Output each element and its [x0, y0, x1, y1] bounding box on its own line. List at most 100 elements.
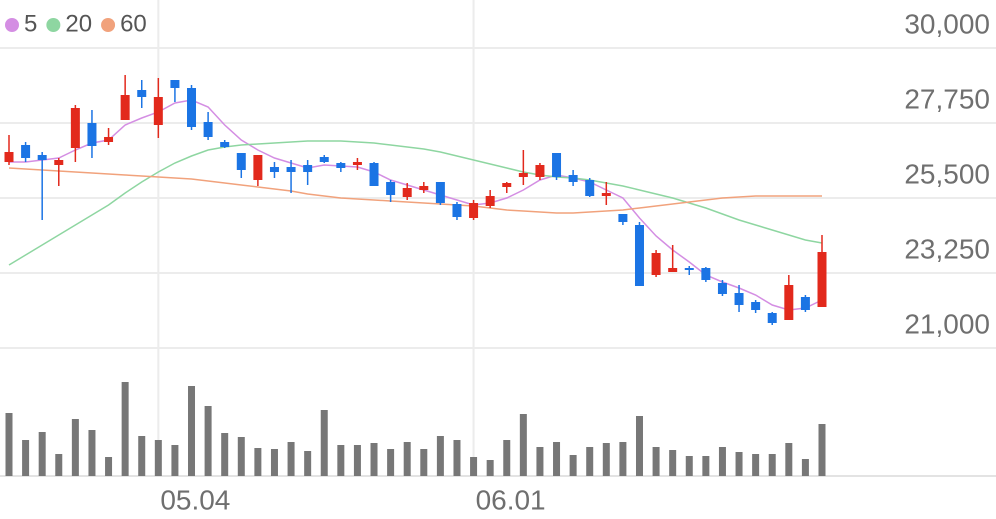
candle-body	[784, 285, 794, 320]
volume-bar	[188, 386, 196, 476]
candle-body	[651, 253, 661, 275]
y-tick-label: 27,750	[904, 83, 990, 114]
volume-bar	[420, 449, 428, 476]
ma-line	[8, 167, 822, 214]
candle-body	[601, 193, 611, 196]
candle-body	[402, 188, 412, 197]
volume-bar	[138, 436, 146, 476]
volume-bar	[353, 445, 361, 476]
volume-bar	[702, 456, 710, 476]
volume-bar	[768, 454, 776, 476]
volume-bar	[619, 442, 627, 476]
volume-bar	[71, 419, 79, 476]
volume-bar	[270, 449, 278, 476]
candle-body	[220, 142, 230, 147]
y-tick-label: 23,250	[904, 233, 990, 264]
candle-body	[319, 157, 329, 162]
candle-body	[170, 80, 180, 88]
volume-bar	[337, 445, 345, 476]
candle-body	[585, 180, 595, 196]
candle-body	[336, 163, 346, 168]
volume-bar	[121, 382, 129, 476]
candle-body	[684, 268, 694, 270]
candle-body	[21, 145, 31, 158]
volume-bar	[105, 457, 113, 476]
volume-bar	[88, 430, 96, 476]
candle-body	[668, 268, 678, 272]
volume-bar	[55, 454, 63, 476]
candle-body	[701, 268, 711, 280]
candle-body	[286, 167, 296, 172]
y-tick-label: 21,000	[904, 308, 990, 339]
volume-bar	[503, 440, 511, 476]
legend-swatch	[5, 18, 19, 32]
candle-body	[435, 182, 445, 203]
volume-bar	[785, 443, 793, 476]
candle-body	[369, 163, 379, 186]
volume-bar	[304, 451, 312, 476]
candle-body	[37, 155, 47, 160]
legend-swatch	[46, 18, 61, 32]
candle-body	[502, 183, 512, 187]
legend-label: 5	[24, 10, 37, 37]
volume-bar	[204, 406, 212, 476]
volume-bar	[287, 442, 295, 476]
candle-body	[552, 153, 562, 177]
candle-body	[352, 162, 362, 165]
volume-bar	[801, 459, 809, 476]
volume-bar	[818, 424, 826, 476]
volume-bar	[221, 433, 229, 476]
candle-body	[253, 155, 263, 180]
x-tick-label: 05.04	[160, 484, 230, 515]
volume-bar	[470, 457, 478, 476]
volume-bar	[569, 455, 577, 476]
volume-bar	[320, 410, 328, 476]
candle-body	[236, 153, 246, 170]
volume-bar	[387, 449, 395, 476]
volume-bar	[553, 442, 561, 476]
volume-bar	[685, 456, 693, 476]
candle-body	[634, 225, 644, 286]
candle-body	[54, 160, 64, 165]
candle-body	[800, 297, 810, 310]
volume-bar	[735, 452, 743, 476]
candle-body	[452, 204, 462, 217]
legend-swatch	[101, 18, 116, 32]
volume-bar	[38, 432, 46, 476]
candle-body	[70, 108, 80, 148]
candle-body	[518, 173, 528, 177]
volume-bar	[486, 460, 494, 476]
candle-body	[535, 165, 545, 177]
candle-body	[137, 90, 147, 97]
volume-bar	[519, 414, 527, 476]
candle-body	[4, 152, 14, 162]
volume-bar	[718, 447, 726, 476]
volume-bar	[635, 416, 643, 476]
candle-body	[203, 122, 213, 137]
volume-bar	[652, 447, 660, 476]
candle-body	[104, 137, 114, 142]
candle-body	[817, 252, 827, 307]
volume-bar	[5, 413, 13, 476]
volume-bar	[436, 436, 444, 476]
candle-body	[187, 88, 197, 127]
legend-label: 60	[120, 10, 147, 37]
y-tick-label: 30,000	[904, 8, 990, 39]
candle-body	[751, 302, 761, 310]
candle-body	[303, 165, 313, 172]
volume-bar	[370, 443, 378, 476]
candle-body	[717, 283, 727, 294]
candle-body	[767, 313, 777, 323]
volume-bar	[602, 443, 610, 476]
legend-label: 20	[65, 10, 92, 37]
candle-body	[120, 95, 130, 120]
candle-body	[469, 203, 479, 218]
volume-bar	[154, 440, 162, 476]
candle-body	[87, 123, 97, 146]
volume-bar	[669, 450, 677, 476]
volume-bar	[254, 448, 262, 476]
x-tick-label: 06.01	[476, 484, 546, 515]
ma-line	[9, 99, 823, 311]
candle-body	[734, 293, 744, 305]
